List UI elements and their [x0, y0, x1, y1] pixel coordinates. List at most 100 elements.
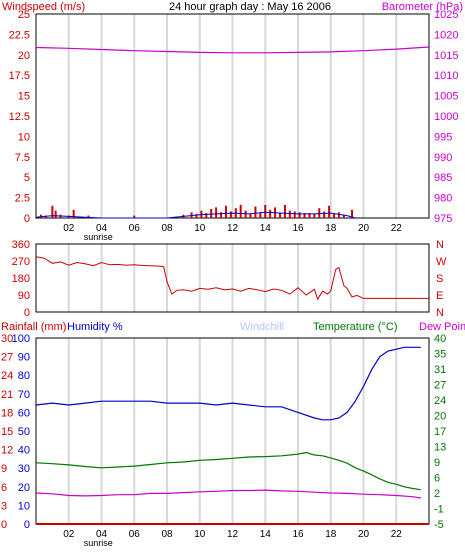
x-tick-label: 02	[63, 223, 75, 234]
windspeed-bar	[133, 215, 136, 218]
windspeed-tick-label: 17.5	[9, 70, 30, 82]
sunrise-annotation: sunrise	[84, 538, 113, 548]
wind-plot-frame	[35, 13, 430, 219]
x-tick-label: 22	[391, 223, 403, 234]
windspeed-bar	[215, 207, 218, 218]
windspeed-tick-label: 0	[24, 213, 30, 225]
windspeed-bar	[333, 213, 336, 218]
chart-title: 24 hour graph day : May 16 2006	[169, 1, 331, 13]
x-tick-label: 14	[260, 223, 272, 234]
barometer-tick-label: 1010	[434, 70, 458, 82]
x-tick-label: 10	[194, 529, 206, 540]
windspeed-bar	[298, 212, 301, 218]
x-tick-label: 10	[194, 223, 206, 234]
x-tick-label: 04	[96, 529, 108, 540]
windspeed-bar	[318, 208, 321, 218]
rainfall-tick-label: 15	[1, 426, 13, 438]
windspeed-bar	[87, 215, 90, 218]
windspeed-bar	[229, 211, 232, 218]
humidity-tick-label: 60	[18, 407, 30, 419]
temperature-tick-label: 40	[434, 333, 446, 345]
windspeed-bar	[51, 205, 54, 218]
windspeed-bar	[54, 210, 57, 218]
temperature-tick-label: -1	[434, 504, 444, 516]
windspeed-bar	[224, 205, 227, 218]
windspeed-bar	[254, 206, 257, 218]
windspeed-tick-label: 25	[18, 9, 30, 21]
direction-tick-label: 0	[24, 307, 30, 319]
barometer-tick-label: 980	[434, 193, 452, 205]
barometer-tick-label: 1020	[434, 29, 458, 41]
rainfall-tick-label: 9	[1, 463, 7, 475]
x-tick-label: 18	[325, 529, 337, 540]
barometer-tick-label: 1005	[434, 91, 458, 103]
windspeed-bar	[239, 204, 242, 218]
barometer-tick-label: 985	[434, 172, 452, 184]
barometer-tick-label: 1025	[434, 9, 458, 21]
windspeed-axis-label: Windspeed (m/s)	[2, 1, 85, 13]
windspeed-bar	[323, 211, 326, 218]
plot-layer: 02.557.51012.51517.52022.525975980985990…	[1, 9, 458, 548]
windspeed-tick-label: 12.5	[9, 111, 30, 123]
barometer-tick-label: 1000	[434, 111, 458, 123]
dew-point-line	[35, 489, 421, 499]
windspeed-bar	[210, 209, 213, 218]
x-tick-label: 04	[96, 223, 108, 234]
direction-tick-label: 360	[12, 239, 30, 251]
x-tick-label: 08	[161, 223, 173, 234]
temperature-tick-label: 24	[434, 395, 446, 407]
barometer-tick-label: 995	[434, 131, 452, 143]
windspeed-bar	[337, 212, 340, 218]
humidity-tick-label: 50	[18, 426, 30, 438]
rainfall-axis-label: Rainfall (mm)	[1, 321, 66, 333]
humidity-tick-label: 80	[18, 370, 30, 382]
windspeed-bar	[308, 213, 311, 218]
compass-tick-label: S	[436, 273, 443, 285]
direction-tick-label: 90	[18, 290, 30, 302]
windspeed-tick-label: 15	[18, 91, 30, 103]
rainfall-tick-label: 24	[1, 370, 13, 382]
x-tick-label: 20	[358, 529, 370, 540]
rainfall-tick-label: 12	[1, 445, 13, 457]
sunrise-annotation: sunrise	[84, 232, 113, 242]
windspeed-bar	[264, 204, 267, 218]
temperature-tick-label: 27	[434, 380, 446, 392]
rainfall-tick-label: 3	[1, 500, 7, 512]
windspeed-bar	[328, 205, 331, 218]
windspeed-tick-label: 10	[18, 131, 30, 143]
rainfall-tick-label: 6	[1, 482, 7, 494]
barometer-line	[35, 46, 430, 54]
temperature-tick-label: 9	[434, 457, 440, 469]
windspeed-tick-label: 7.5	[15, 152, 30, 164]
barometer-tick-label: 1015	[434, 50, 458, 62]
humidity-tick-label: 40	[18, 445, 30, 457]
barometer-axis-label: Barometer (hPa)	[382, 1, 463, 13]
compass-tick-label: E	[436, 290, 443, 302]
windspeed-bar	[303, 213, 306, 218]
windspeed-bar	[244, 210, 247, 218]
x-tick-label: 18	[325, 223, 337, 234]
windspeed-bar	[195, 213, 198, 218]
temperature-tick-label: 6	[434, 473, 440, 485]
temperature-line	[35, 451, 421, 491]
temperature-tick-label: 13	[434, 442, 446, 454]
rainfall-tick-label: 0	[1, 519, 7, 531]
x-tick-label: 20	[358, 223, 370, 234]
humidity-line	[35, 346, 421, 421]
windspeed-bar	[269, 209, 272, 218]
windspeed-bar	[342, 215, 345, 218]
windspeed-bar	[288, 210, 291, 218]
rainfall-tick-label: 18	[1, 407, 13, 419]
humidity-tick-label: 20	[18, 482, 30, 494]
humidity-tick-label: 10	[18, 500, 30, 512]
wind-average-line	[35, 211, 356, 219]
x-tick-label: 12	[227, 223, 239, 234]
barometer-tick-label: 975	[434, 213, 452, 225]
temperature-axis-label: Temperature (°C)	[313, 321, 397, 333]
windspeed-bar	[205, 213, 208, 218]
windspeed-tick-label: 5	[24, 172, 30, 184]
compass-tick-label: N	[436, 307, 444, 319]
direction-tick-label: 270	[12, 256, 30, 268]
x-tick-label: 06	[129, 223, 141, 234]
